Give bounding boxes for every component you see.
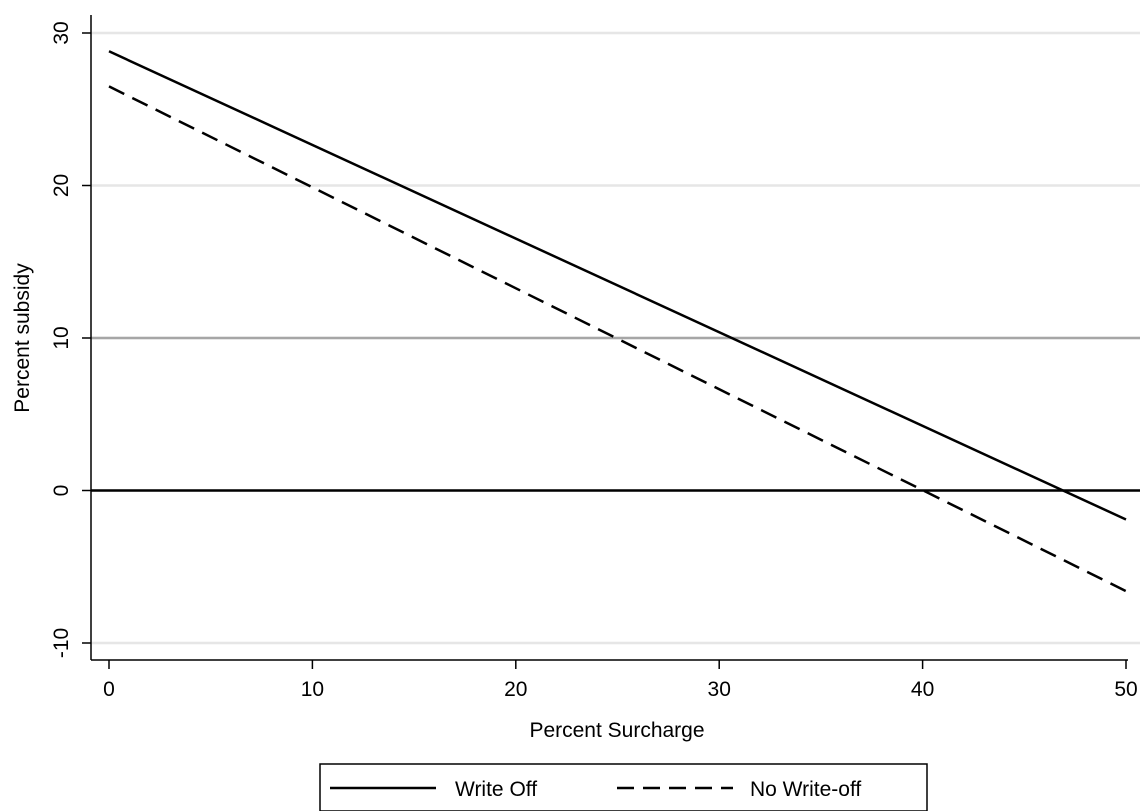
reference-lines — [91, 336, 1140, 492]
x-tick-label: 50 — [1114, 678, 1137, 701]
legend-label-no-write-off: No Write-off — [750, 778, 861, 801]
series-line-no-write-off — [108, 85, 1127, 593]
y-tick-label: -10 — [50, 628, 73, 658]
x-axis-label: Percent Surcharge — [529, 719, 704, 742]
y-tick-label: 0 — [50, 485, 73, 497]
axes — [82, 15, 1128, 669]
tick-labels: 0 10 20 30 40 50 -10 0 10 20 30 — [50, 21, 1138, 701]
x-tick-label: 30 — [708, 678, 731, 701]
x-tick-label: 40 — [911, 678, 934, 701]
x-tick-label: 10 — [301, 678, 324, 701]
x-tick-label: 0 — [103, 678, 115, 701]
series-line-write-off — [108, 50, 1127, 521]
y-tick-label: 20 — [50, 174, 73, 197]
legend-label-write-off: Write Off — [455, 778, 537, 801]
y-axis-label: Percent subsidy — [11, 263, 34, 413]
y-tick-label: 30 — [50, 21, 73, 44]
x-tick-label: 20 — [504, 678, 527, 701]
legend: Write Off No Write-off — [319, 763, 928, 811]
series-lines — [108, 50, 1127, 593]
y-tick-label: 10 — [50, 326, 73, 349]
